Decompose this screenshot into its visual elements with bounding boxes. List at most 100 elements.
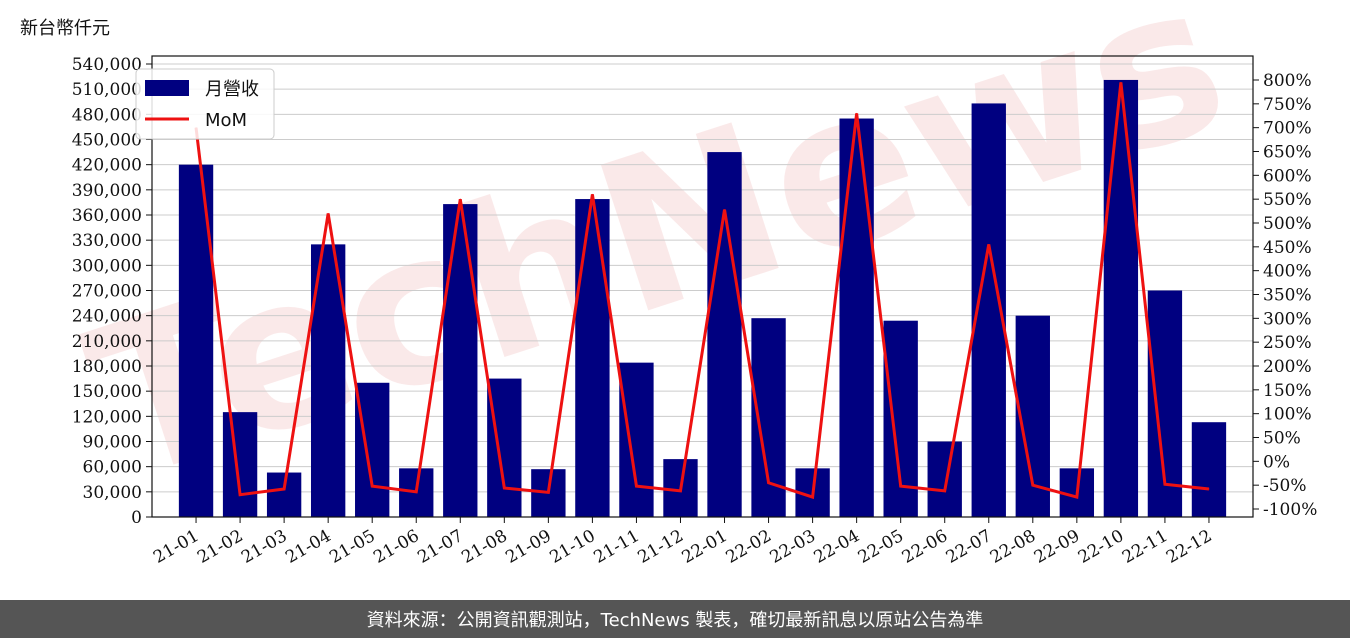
left-tick-label: 540,000 bbox=[72, 55, 142, 75]
mom-point bbox=[724, 209, 726, 211]
x-tick-label: 22-11 bbox=[1119, 526, 1171, 568]
revenue-chart: TechNews 030,00060,00090,000120,000150,0… bbox=[64, 0, 1317, 568]
right-tick-label: 50% bbox=[1263, 429, 1301, 449]
x-tick-label: 22-02 bbox=[723, 526, 775, 568]
x-tick-label: 21-12 bbox=[635, 526, 687, 568]
x-tick-label: 22-05 bbox=[855, 526, 907, 568]
left-tick-label: 330,000 bbox=[72, 231, 142, 251]
right-tick-label: 450% bbox=[1263, 238, 1312, 258]
left-tick-label: 420,000 bbox=[72, 156, 142, 176]
right-tick-label: 400% bbox=[1263, 262, 1312, 282]
right-tick-label: -50% bbox=[1263, 476, 1307, 496]
left-tick-label: 90,000 bbox=[83, 433, 142, 453]
right-tick-label: 0% bbox=[1263, 452, 1290, 472]
left-tick-label: 30,000 bbox=[83, 483, 142, 503]
bar-series bbox=[178, 79, 1227, 518]
left-y-axis: 0 30,000 60,000 90,000 120,000 150,000 180,000… bbox=[72, 55, 152, 528]
x-tick-label: 22-12 bbox=[1163, 526, 1215, 568]
left-tick-label: 390,000 bbox=[72, 181, 142, 201]
mom-point bbox=[856, 112, 858, 114]
x-tick-label: 22-04 bbox=[811, 526, 863, 568]
right-tick-label: 700% bbox=[1263, 119, 1312, 139]
revenue-bar bbox=[839, 118, 874, 518]
x-tick-label: 21-07 bbox=[414, 526, 466, 568]
right-tick-label: 100% bbox=[1263, 405, 1312, 425]
left-tick-label: 480,000 bbox=[72, 105, 142, 125]
left-tick-label: 0 bbox=[131, 508, 142, 528]
x-tick-label: 21-05 bbox=[326, 526, 378, 568]
right-tick-label: 600% bbox=[1263, 166, 1312, 186]
right-tick-label: 250% bbox=[1263, 333, 1312, 353]
x-tick-label: 22-03 bbox=[767, 526, 819, 568]
mom-point bbox=[327, 212, 329, 214]
mom-point bbox=[812, 496, 814, 498]
revenue-bar bbox=[575, 199, 610, 518]
x-tick-label: 21-06 bbox=[370, 526, 422, 568]
mom-point bbox=[503, 487, 505, 489]
plot-frame bbox=[151, 55, 1254, 518]
x-tick-label: 21-08 bbox=[458, 526, 510, 568]
mom-point bbox=[900, 485, 902, 487]
revenue-bar bbox=[707, 152, 742, 518]
right-tick-label: -100% bbox=[1263, 500, 1317, 520]
x-tick-label: 22-01 bbox=[679, 526, 731, 568]
revenue-bar bbox=[1103, 79, 1139, 517]
left-tick-label: 240,000 bbox=[72, 307, 142, 327]
source-text: 資料來源：公開資訊觀測站，TechNews 製表，確切最新訊息以原站公告為準 bbox=[366, 610, 984, 631]
x-tick-label: 21-02 bbox=[194, 526, 246, 568]
mom-point bbox=[988, 243, 990, 245]
left-tick-label: 450,000 bbox=[72, 131, 142, 151]
x-tick-label: 21-01 bbox=[150, 526, 202, 568]
mom-point bbox=[459, 198, 461, 200]
x-tick-label: 22-06 bbox=[899, 526, 951, 568]
x-tick-label: 21-03 bbox=[238, 526, 290, 568]
right-tick-label: 350% bbox=[1263, 286, 1312, 306]
left-tick-label: 510,000 bbox=[72, 80, 142, 100]
revenue-bar bbox=[443, 204, 478, 517]
mom-point bbox=[1164, 483, 1166, 485]
revenue-bar bbox=[487, 378, 522, 517]
right-tick-label: 300% bbox=[1263, 309, 1312, 329]
right-tick-label: 150% bbox=[1263, 381, 1312, 401]
mom-point bbox=[283, 488, 285, 490]
x-axis: 21-0121-0221-0321-0421-0521-0621-0721-08… bbox=[150, 517, 1215, 568]
mom-point bbox=[1120, 81, 1122, 83]
x-tick-label: 21-09 bbox=[502, 526, 554, 568]
revenue-bar bbox=[1191, 422, 1227, 517]
legend: 月營收 MoM bbox=[135, 68, 275, 140]
left-tick-label: 150,000 bbox=[72, 382, 142, 402]
x-tick-label: 22-08 bbox=[987, 526, 1039, 568]
revenue-bar bbox=[619, 362, 654, 517]
x-tick-label: 22-07 bbox=[943, 526, 995, 568]
mom-point bbox=[1076, 496, 1078, 498]
legend-swatch-bar bbox=[145, 80, 189, 96]
revenue-bar bbox=[222, 412, 258, 517]
mom-point bbox=[768, 482, 770, 484]
legend-label-revenue: 月營收 bbox=[205, 79, 259, 100]
left-tick-label: 270,000 bbox=[72, 282, 142, 302]
left-tick-label: 210,000 bbox=[72, 332, 142, 352]
legend-label-mom: MoM bbox=[205, 110, 247, 131]
right-tick-label: 550% bbox=[1263, 190, 1312, 210]
left-tick-label: 120,000 bbox=[72, 407, 142, 427]
mom-point bbox=[635, 485, 637, 487]
right-tick-label: 750% bbox=[1263, 95, 1312, 115]
mom-point bbox=[944, 490, 946, 492]
right-y-axis: -100% -50% 0% 50% 100% 150% 200% 250% 300% 350% 40… bbox=[1253, 71, 1317, 520]
mom-point bbox=[591, 193, 593, 195]
mom-line-series bbox=[194, 81, 1210, 500]
right-tick-label: 650% bbox=[1263, 143, 1312, 163]
mom-point bbox=[547, 491, 549, 493]
mom-point bbox=[415, 491, 417, 493]
mom-line bbox=[194, 82, 1210, 500]
revenue-bar bbox=[355, 382, 390, 517]
mom-point bbox=[1208, 488, 1210, 490]
mom-point bbox=[371, 485, 373, 487]
x-tick-label: 22-10 bbox=[1075, 526, 1127, 568]
x-tick-label: 21-04 bbox=[282, 526, 334, 568]
mom-point bbox=[239, 494, 241, 496]
unit-label: 新台幣仟元 bbox=[20, 18, 110, 39]
left-tick-label: 300,000 bbox=[72, 256, 142, 276]
left-tick-label: 180,000 bbox=[72, 357, 142, 377]
right-tick-label: 200% bbox=[1263, 357, 1312, 377]
